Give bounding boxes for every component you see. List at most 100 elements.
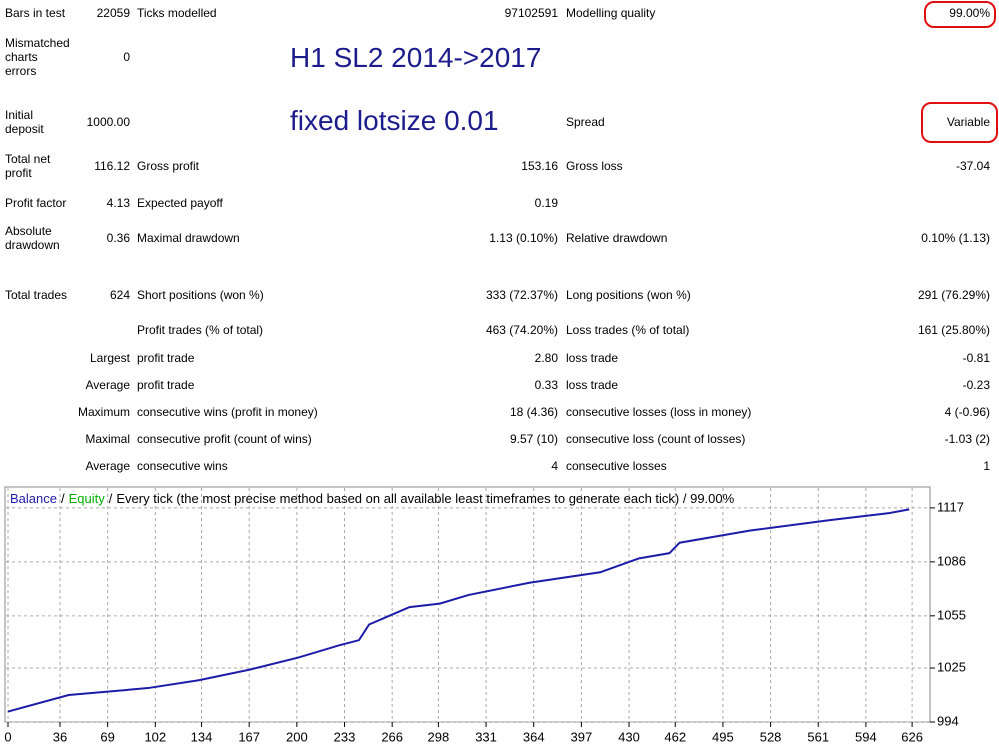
field-label: consecutive losses xyxy=(566,459,667,473)
y-tick-label: 1117 xyxy=(937,499,964,514)
field-label: Absolute drawdown xyxy=(5,224,60,252)
field-value: -1.03 (2) xyxy=(944,432,990,446)
field-label: Modelling quality xyxy=(566,6,656,20)
field-label: Spread xyxy=(566,115,605,129)
balance-line xyxy=(7,508,910,713)
field-label: Gross loss xyxy=(566,159,623,173)
field-value: 1 xyxy=(983,459,990,473)
field-label: Gross profit xyxy=(137,159,200,173)
legend-separator: / xyxy=(109,491,113,506)
x-tick-label: 626 xyxy=(901,729,923,744)
field-label: Profit factor xyxy=(5,196,67,210)
field-label: consecutive losses (loss in money) xyxy=(566,405,752,419)
chart-subtitle: Every tick (the most precise method base… xyxy=(116,491,734,506)
x-tick-label: 200 xyxy=(286,729,308,744)
field-value: -0.23 xyxy=(962,378,990,392)
field-value: 18 (4.36) xyxy=(509,405,558,419)
x-tick-label: 561 xyxy=(807,729,829,744)
field-value: Average xyxy=(85,378,130,392)
field-label: Expected payoff xyxy=(137,196,223,210)
field-value: 1.13 (0.10%) xyxy=(489,231,558,245)
field-label: consecutive profit (count of wins) xyxy=(137,432,312,446)
field-value: 4.13 xyxy=(106,196,130,210)
field-value: 624 xyxy=(109,288,130,302)
field-value: Maximal xyxy=(85,432,130,446)
x-tick-label: 462 xyxy=(664,729,686,744)
annotation: H1 SL2 2014->2017 xyxy=(290,42,542,73)
highlight-box xyxy=(924,1,996,28)
field-label: Bars in test xyxy=(5,6,66,20)
annotation: fixed lotsize 0.01 xyxy=(290,105,499,136)
x-tick-label: 495 xyxy=(712,729,734,744)
field-value: 161 (25.80%) xyxy=(917,323,990,337)
field-value: 153.16 xyxy=(521,159,558,173)
field-value: 0.36 xyxy=(106,231,130,245)
y-tick-label: 1055 xyxy=(937,607,966,622)
field-value: 2.80 xyxy=(534,351,558,365)
x-tick-label: 331 xyxy=(475,729,497,744)
field-label: Loss trades (% of total) xyxy=(566,323,690,337)
field-label: consecutive wins xyxy=(137,459,228,473)
y-tick-label: 1086 xyxy=(937,553,966,568)
field-value: 4 (-0.96) xyxy=(944,405,990,419)
field-value: 116.12 xyxy=(94,159,130,173)
x-tick-label: 364 xyxy=(523,729,545,744)
legend-separator: / xyxy=(61,491,65,506)
field-value: 291 (76.29%) xyxy=(917,288,990,302)
field-value: 99.00% xyxy=(949,6,990,20)
x-tick-label: 266 xyxy=(381,729,403,744)
field-label: profit trade xyxy=(137,351,195,365)
field-value: Largest xyxy=(89,351,130,365)
x-tick-label: 233 xyxy=(334,729,356,744)
field-value: -37.04 xyxy=(955,159,990,173)
y-tick-label: 1025 xyxy=(937,659,966,674)
field-label: profit trade xyxy=(137,378,195,392)
field-label: Initial deposit xyxy=(5,108,44,136)
field-label: Short positions (won %) xyxy=(137,288,264,302)
x-tick-label: 167 xyxy=(238,729,260,744)
x-tick-label: 102 xyxy=(144,729,166,744)
field-label: Profit trades (% of total) xyxy=(137,323,264,337)
x-tick-label: 298 xyxy=(428,729,450,744)
x-tick-label: 134 xyxy=(191,729,213,744)
field-label: consecutive wins (profit in money) xyxy=(137,405,318,419)
field-label: Total trades xyxy=(5,288,68,302)
x-tick-label: 594 xyxy=(855,729,877,744)
x-tick-label: 36 xyxy=(53,729,67,744)
x-tick-label: 397 xyxy=(571,729,593,744)
field-value: 1000.00 xyxy=(86,115,130,129)
legend-entry: Equity xyxy=(69,491,106,506)
field-value: 4 xyxy=(551,459,558,473)
field-value: 9.57 (10) xyxy=(509,432,558,446)
field-label: Total net profit xyxy=(5,152,51,180)
field-value: 0.19 xyxy=(534,196,558,210)
field-value: Average xyxy=(85,459,130,473)
y-tick-label: 994 xyxy=(937,713,959,728)
x-tick-label: 69 xyxy=(100,729,114,744)
x-tick-label: 430 xyxy=(618,729,640,744)
field-value: 0.33 xyxy=(534,378,558,392)
field-label: Ticks modelled xyxy=(137,6,217,20)
field-label: loss trade xyxy=(566,351,619,365)
field-label: loss trade xyxy=(566,378,619,392)
field-value: Variable xyxy=(946,115,990,129)
x-tick-label: 528 xyxy=(760,729,782,744)
field-label: Relative drawdown xyxy=(566,231,668,245)
field-value: 97102591 xyxy=(504,6,558,20)
field-value: 463 (74.20%) xyxy=(485,323,558,337)
legend-entry: Balance xyxy=(10,491,57,506)
legend: Balance / Equity / Every tick (the most prec… xyxy=(10,491,735,506)
field-value: 22059 xyxy=(96,6,130,20)
field-value: Maximum xyxy=(77,405,130,419)
field-value: 0 xyxy=(123,50,130,64)
field-value: 333 (72.37%) xyxy=(485,288,558,302)
x-tick-label: 0 xyxy=(4,729,11,744)
field-value: 0.10% (1.13) xyxy=(921,231,990,245)
field-label: Mismatched charts errors xyxy=(5,36,70,78)
field-label: Long positions (won %) xyxy=(566,288,691,302)
field-value: -0.81 xyxy=(962,351,990,365)
chart-frame xyxy=(4,486,931,723)
field-label: consecutive loss (count of losses) xyxy=(566,432,746,446)
